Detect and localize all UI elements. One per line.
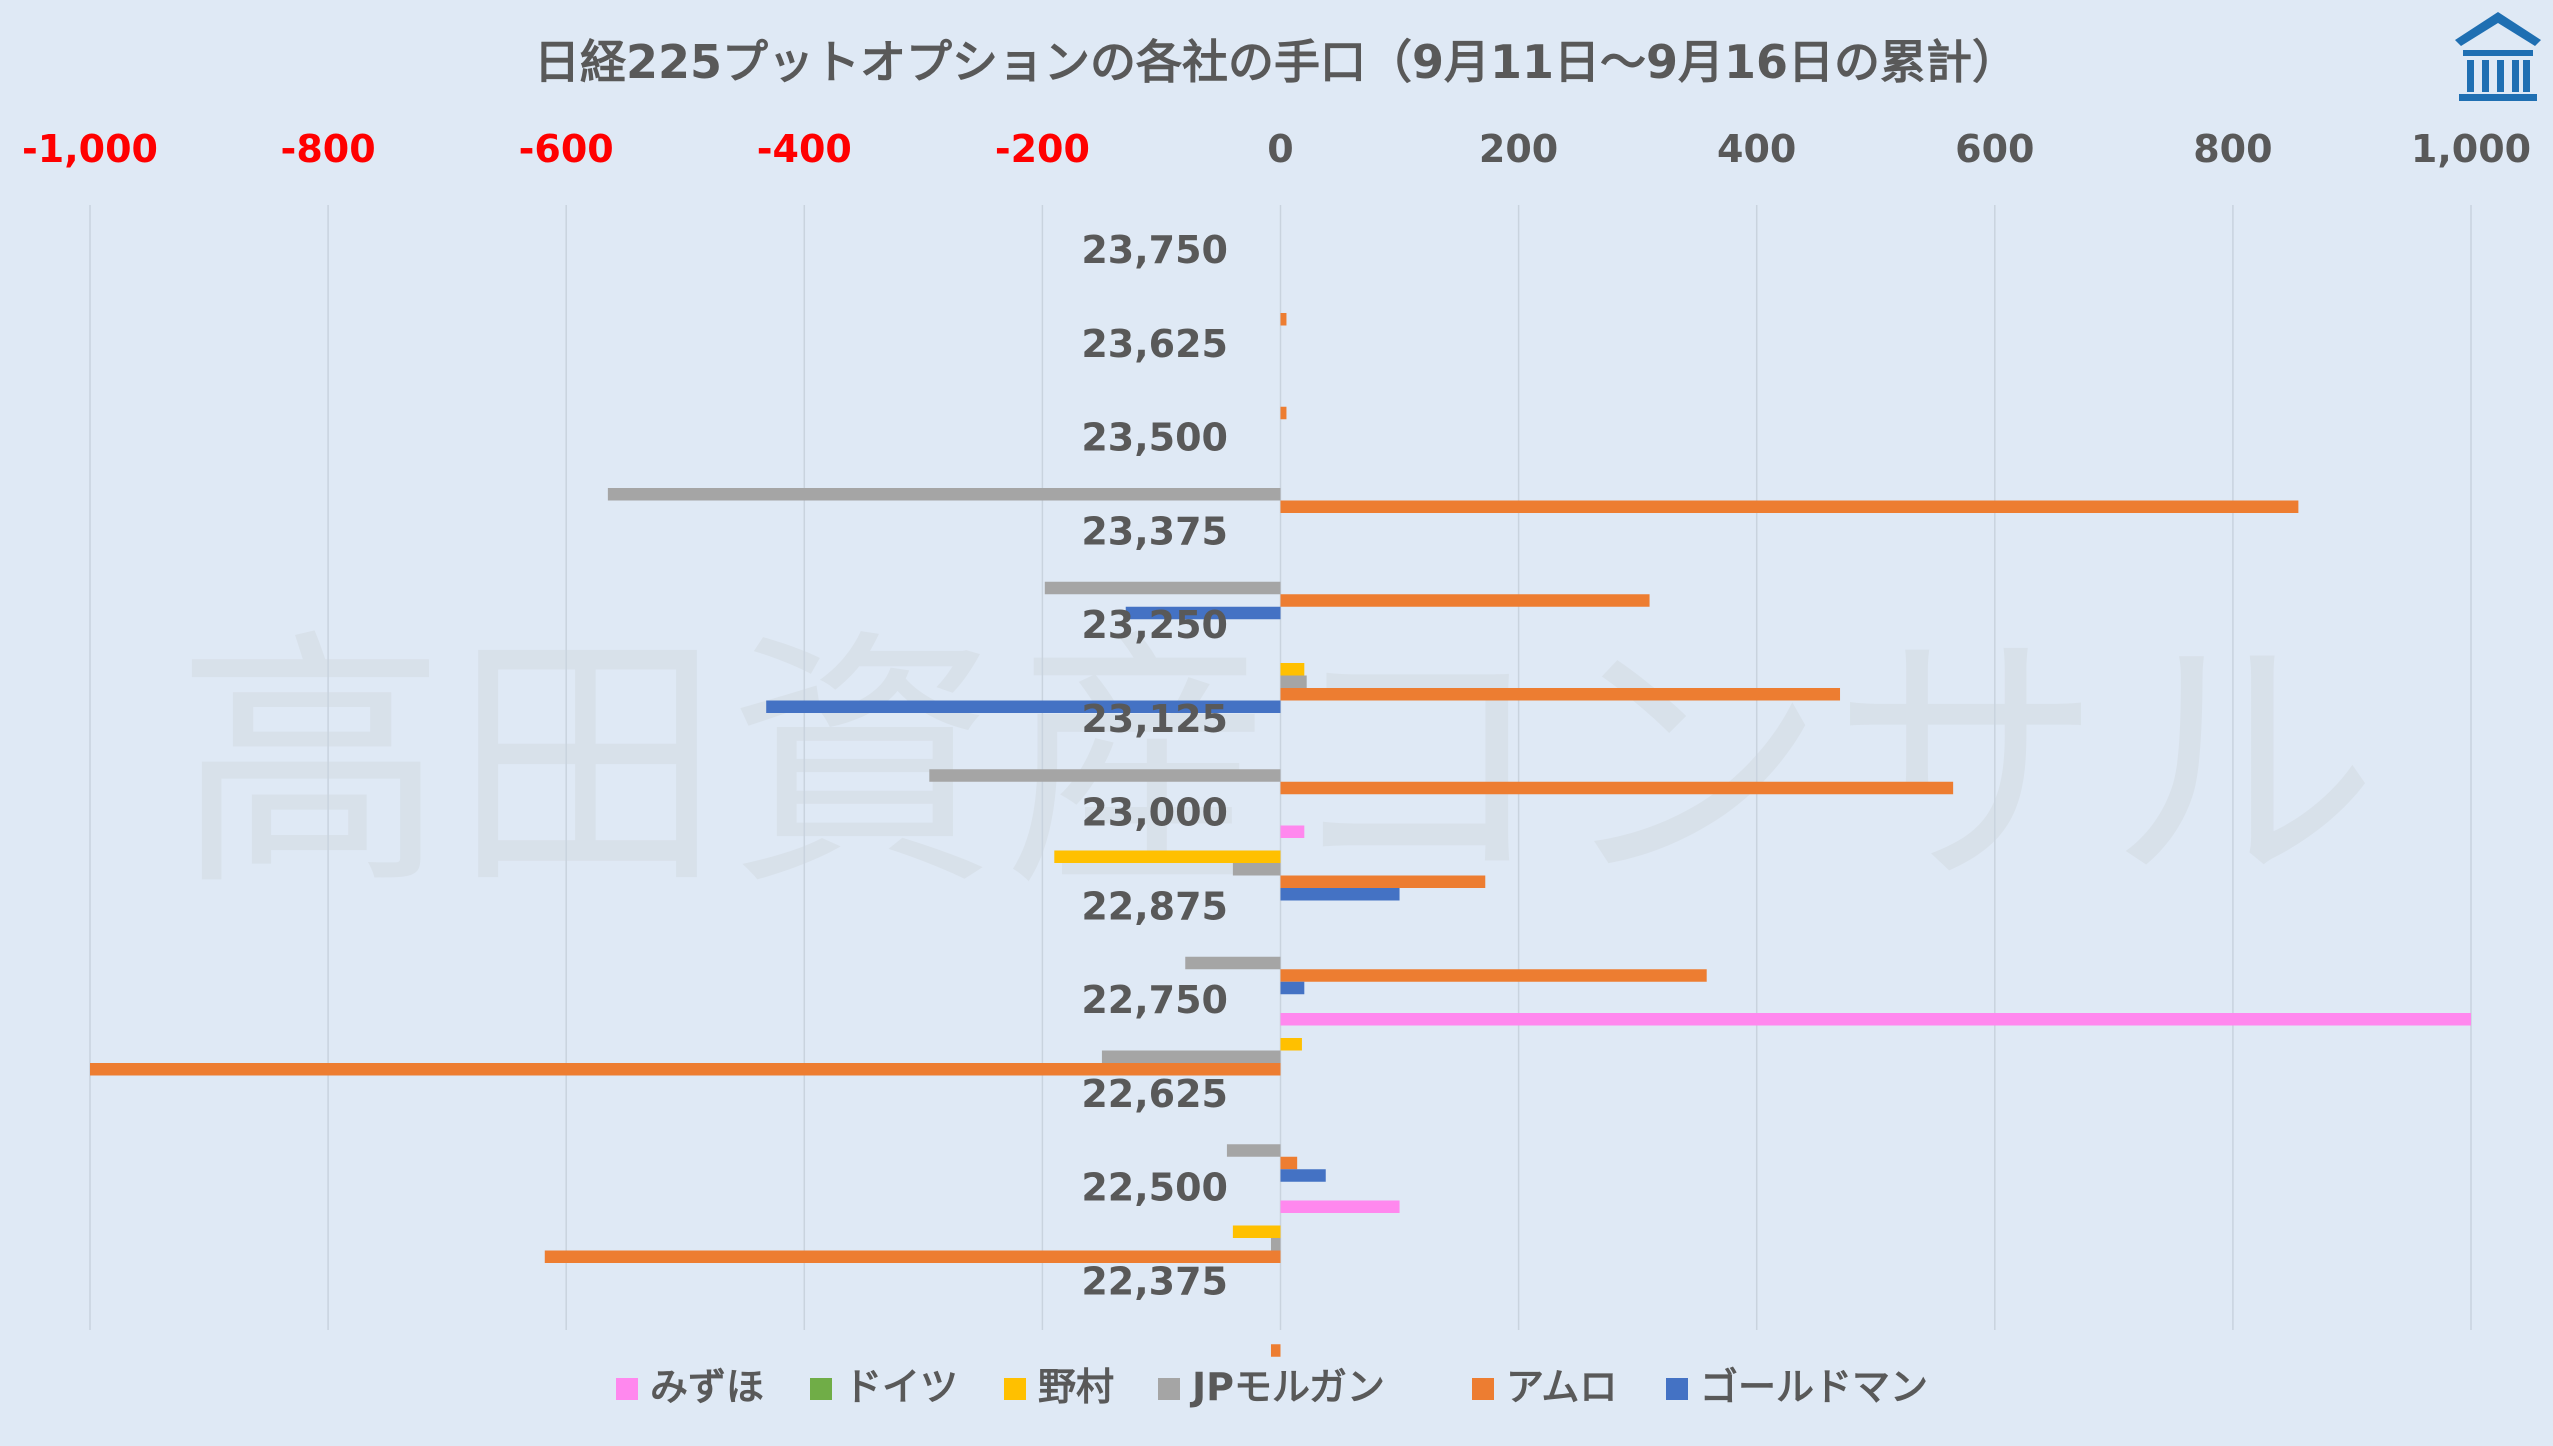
category-label: 22,500 (1081, 1166, 1228, 1210)
bar-JPモルガン-22,625 (1226, 1144, 1281, 1157)
bar-みずほ-22,750 (1280, 1013, 2471, 1026)
legend-swatch-5 (1666, 1378, 1688, 1400)
bar-アムロ-23,125 (1280, 781, 1954, 795)
x-tick-label: 800 (2193, 127, 2272, 171)
legend-swatch-1 (810, 1378, 832, 1400)
bar-JPモルガン-22,500 (1270, 1238, 1281, 1251)
x-tick-label: -600 (519, 127, 614, 171)
bar-ゴールドマン-23,375 (1125, 606, 1281, 620)
bar-アムロ-22,625 (1280, 1156, 1298, 1170)
bar-ゴールドマン-23,000 (1280, 888, 1400, 901)
bar-野村-22,500 (1232, 1225, 1281, 1238)
bar-アムロ-23,375 (1280, 594, 1650, 607)
category-label: 23,500 (1081, 416, 1228, 460)
bar-アムロ-23,625 (1280, 406, 1287, 420)
bar-アムロ-23,750 (1280, 313, 1287, 326)
x-tick-label: 400 (1717, 127, 1796, 171)
bar-みずほ-22,500 (1280, 1200, 1400, 1213)
legend: みずほ ドイツ 野村 JPモルガン アムロ ゴールドマン (616, 1365, 1928, 1409)
category-label: 22,375 (1081, 1259, 1228, 1303)
bar-JPモルガン-23,375 (1044, 581, 1281, 595)
legend-swatch-3 (1158, 1378, 1180, 1400)
legend-swatch-2 (1004, 1378, 1026, 1400)
x-tick-label: -1,000 (22, 127, 158, 171)
legend-label-4: アムロ (1506, 1365, 1617, 1409)
bar-JPモルガン-22,875 (1185, 956, 1281, 970)
bar-ゴールドマン-22,625 (1280, 1169, 1326, 1182)
x-tick-label: 0 (1267, 127, 1293, 171)
legend-swatch-0 (616, 1378, 638, 1400)
bar-アムロ-22,875 (1280, 969, 1707, 982)
grid (89, 205, 2472, 1330)
bar-アムロ-23,500 (1280, 500, 2299, 513)
x-tick-labels: -1,000 -800 -600 -400 -200 0 200 400 600 800 1,000 (22, 127, 2531, 171)
x-tick-label: -400 (757, 127, 852, 171)
category-label: 23,375 (1081, 509, 1228, 553)
legend-label-2: 野村 (1038, 1365, 1114, 1409)
building-logo-icon (2449, 6, 2547, 106)
chart-title: 日経225プットオプションの各社の手口（9月11日～9月16日の累計） (534, 35, 2018, 89)
bar-野村-22,750 (1280, 1038, 1302, 1051)
bar-ゴールドマン-23,250 (766, 700, 1281, 713)
category-label: 23,750 (1081, 228, 1228, 272)
bar-アムロ-23,000 (1280, 875, 1486, 888)
legend-label-5: ゴールドマン (1700, 1365, 1928, 1409)
x-tick-label: -800 (281, 127, 376, 171)
category-label: 23,625 (1081, 322, 1228, 366)
bar-アムロ-22,750 (90, 1063, 1281, 1076)
category-label: 23,000 (1081, 791, 1228, 835)
bar-アムロ-22,375 (1270, 1344, 1281, 1357)
bar-野村-23,250 (1280, 663, 1305, 676)
category-label: 22,750 (1081, 978, 1228, 1022)
category-labels: 23,750 23,625 23,500 23,375 23,250 23,125 23,0… (1081, 228, 1228, 1303)
bar-野村-23,000 (1054, 850, 1281, 863)
bar-JPモルガン-23,500 (607, 488, 1281, 501)
x-tick-label: -200 (995, 127, 1090, 171)
bar-JPモルガン-23,125 (929, 769, 1281, 782)
bars (90, 313, 2471, 1357)
bar-ゴールドマン-22,875 (1280, 981, 1305, 995)
category-label: 22,625 (1081, 1072, 1228, 1116)
bar-みずほ-23,000 (1280, 825, 1305, 838)
bar-JPモルガン-22,750 (1101, 1050, 1281, 1063)
x-tick-label: 200 (1479, 127, 1558, 171)
x-tick-label: 1,000 (2411, 127, 2531, 171)
category-label: 23,250 (1081, 603, 1228, 647)
bar-アムロ-22,500 (544, 1250, 1281, 1263)
legend-swatch-4 (1472, 1378, 1494, 1400)
legend-label-0: みずほ (650, 1365, 764, 1409)
x-tick-label: 600 (1955, 127, 2034, 171)
legend-label-1: ドイツ (844, 1365, 958, 1409)
bar-JPモルガン-23,000 (1232, 863, 1281, 876)
bar-アムロ-23,250 (1280, 688, 1841, 701)
category-label: 23,125 (1081, 697, 1228, 741)
legend-label-3: JPモルガン (1189, 1365, 1385, 1409)
category-label: 22,875 (1081, 884, 1228, 928)
bar-JPモルガン-23,250 (1280, 675, 1307, 688)
